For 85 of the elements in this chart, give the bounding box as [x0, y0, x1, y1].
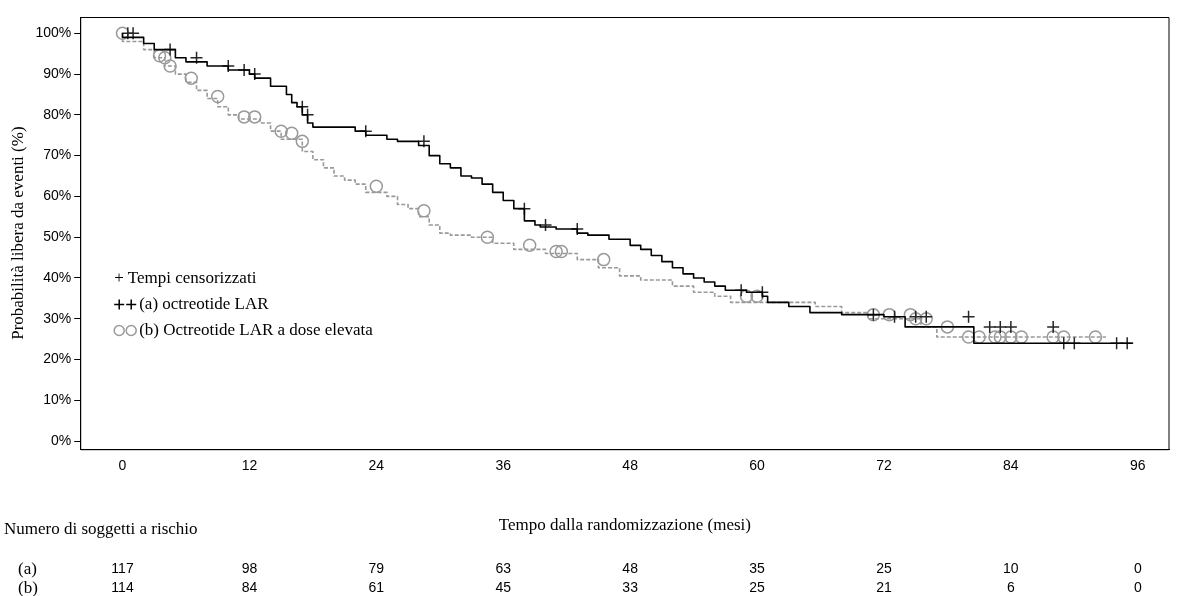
y-tick-label: 10% [43, 391, 72, 408]
point [549, 244, 563, 259]
point [554, 244, 569, 259]
point [369, 179, 384, 193]
point [882, 307, 896, 322]
point [237, 110, 251, 124]
x-tick-label: 96 [1129, 457, 1146, 474]
x-axis-title: Tempo dalla randomizzazione (mesi) [498, 514, 751, 534]
y-tick-label: 80% [43, 105, 72, 122]
text: 98 [241, 560, 258, 577]
text: 114 [111, 579, 134, 596]
text: 25 [876, 560, 892, 577]
y-tick-label: 40% [43, 268, 72, 285]
y-tick-label: 60% [43, 187, 72, 204]
text: 84 [241, 579, 258, 596]
text: (b) [18, 577, 38, 596]
text: 63 [495, 560, 512, 577]
point [274, 124, 288, 138]
point [184, 71, 198, 85]
point [988, 330, 1002, 344]
point [993, 330, 1008, 344]
point [1046, 320, 1060, 334]
text: 45 [495, 579, 512, 596]
text: 25 [749, 579, 766, 596]
text: 33 [622, 579, 639, 596]
y-tick-label: 0% [50, 431, 72, 448]
point [417, 203, 431, 218]
point [961, 330, 976, 344]
x-tick-label: 60 [749, 457, 766, 474]
text: 10 [1003, 560, 1019, 577]
point [1014, 330, 1029, 344]
text: 117 [111, 560, 134, 577]
y-tick-label: 20% [43, 350, 72, 367]
y-tick-label: 100% [35, 24, 72, 41]
x-tick-label: 24 [368, 457, 385, 474]
text: (a) [18, 558, 37, 578]
point [247, 110, 262, 124]
point [152, 48, 167, 63]
x-tick-label: 84 [1003, 457, 1019, 474]
text: 6 [1006, 579, 1015, 596]
y-axis-title: Probabilità libera da eventi (%) [7, 126, 27, 340]
text: 61 [368, 579, 385, 596]
text: Numero di soggetti a rischio [4, 518, 198, 538]
legend-label: (b) Octreotide LAR a dose elevata [139, 319, 374, 339]
point [538, 218, 553, 232]
point [210, 89, 225, 104]
point [1056, 330, 1071, 344]
legend-title: + Tempi censorizzati [114, 267, 257, 287]
x-tick-label: 72 [876, 457, 892, 474]
point [1088, 330, 1103, 344]
point [596, 252, 611, 267]
x-tick-label: 0 [118, 457, 127, 474]
point [189, 51, 204, 65]
point [1046, 330, 1060, 344]
text: 0 [1133, 560, 1142, 577]
point [750, 289, 764, 304]
y-tick-label: 50% [43, 228, 72, 245]
y-tick-label: 70% [43, 146, 72, 163]
point [126, 26, 140, 41]
point [480, 230, 495, 244]
point [284, 126, 299, 140]
point [158, 51, 172, 65]
text: 79 [368, 560, 385, 577]
point [961, 309, 976, 324]
point [1004, 320, 1018, 334]
x-tick-label: 36 [495, 457, 512, 474]
x-tick-label: 48 [622, 457, 639, 474]
point [417, 134, 431, 149]
point [522, 238, 537, 253]
point [739, 289, 754, 304]
text: 21 [876, 579, 892, 596]
point [295, 134, 310, 149]
y-tick-label: 30% [43, 309, 72, 326]
y-tick-label: 90% [43, 64, 72, 81]
point [982, 320, 997, 334]
point [903, 307, 918, 322]
point [1004, 330, 1018, 344]
legend-label: (a) octreotide LAR [139, 293, 270, 313]
point [993, 320, 1008, 334]
point [940, 320, 955, 334]
point [163, 59, 177, 73]
text: 0 [1133, 579, 1142, 596]
text: 48 [622, 560, 639, 577]
x-tick-label: 12 [241, 457, 258, 474]
text: 35 [749, 560, 766, 577]
